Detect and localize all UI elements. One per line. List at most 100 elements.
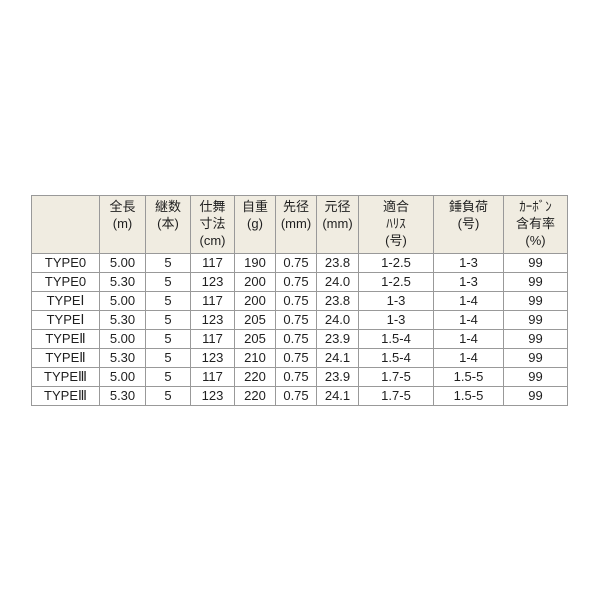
table-cell: 200 (234, 272, 276, 292)
header-line: ﾊﾘｽ (386, 216, 406, 231)
table-cell: 1-2.5 (358, 253, 434, 273)
table-cell: 1-4 (433, 329, 504, 349)
table-cell: 99 (503, 272, 568, 292)
table-row: TYPEⅠ 5.30 5 123 205 0.75 24.0 1-3 1-4 9… (31, 310, 568, 330)
table-cell: 205 (234, 310, 276, 330)
table-cell: 5 (145, 291, 191, 311)
header-line: (mm) (322, 216, 353, 231)
table-cell: 205 (234, 329, 276, 349)
table-cell: 99 (503, 367, 568, 387)
header-line: 含有率 (515, 216, 555, 231)
table-row: TYPEⅡ 5.00 5 117 205 0.75 23.9 1.5-4 1-4… (31, 329, 568, 349)
table-cell: 24.0 (316, 310, 359, 330)
model-cell: TYPE0 (31, 272, 100, 292)
table-row: TYPEⅢ 5.00 5 117 220 0.75 23.9 1.7-5 1.5… (31, 367, 568, 387)
header-line: (%) (525, 233, 546, 248)
table-cell: 5.30 (99, 386, 146, 406)
table-cell: 1-4 (433, 348, 504, 368)
header-line: 適合 (382, 199, 409, 214)
table-cell: 0.75 (275, 272, 317, 292)
table-cell: 117 (190, 291, 235, 311)
model-cell: TYPE0 (31, 253, 100, 273)
table-cell: 123 (190, 386, 235, 406)
table-cell: 0.75 (275, 329, 317, 349)
table-cell: 220 (234, 367, 276, 387)
table-cell: 5.00 (99, 291, 146, 311)
header-line: 自重 (241, 199, 268, 214)
table-cell: 1-3 (358, 310, 434, 330)
table-cell: 5.30 (99, 272, 146, 292)
table-cell: 5.00 (99, 253, 146, 273)
table-cell: 0.75 (275, 291, 317, 311)
model-cell: TYPEⅡ (31, 329, 100, 349)
header-row: 全長 (m) 継数 (本) 仕舞 寸法 (cm) 自重 (g) 先径 (31, 195, 568, 254)
table-cell: 1-3 (433, 272, 504, 292)
header-line: (号) (385, 233, 407, 248)
table-cell: 23.8 (316, 291, 359, 311)
table-cell: 99 (503, 291, 568, 311)
table-cell: 99 (503, 386, 568, 406)
table-cell: 1.5-4 (358, 329, 434, 349)
header-cell-model (31, 195, 100, 254)
model-cell: TYPEⅠ (31, 310, 100, 330)
table-cell: 1-2.5 (358, 272, 434, 292)
table-cell: 99 (503, 348, 568, 368)
table-cell: 99 (503, 329, 568, 349)
table-cell: 5.30 (99, 310, 146, 330)
header-line: 先径 (282, 199, 309, 214)
table-cell: 1.7-5 (358, 386, 434, 406)
table-cell: 1.5-5 (433, 367, 504, 387)
header-line: (mm) (280, 216, 312, 231)
table-cell: 5 (145, 348, 191, 368)
table-cell: 123 (190, 310, 235, 330)
table-cell: 0.75 (275, 348, 317, 368)
rod-spec-table-container: 全長 (m) 継数 (本) 仕舞 寸法 (cm) 自重 (g) 先径 (31, 195, 568, 406)
table-cell: 210 (234, 348, 276, 368)
table-cell: 24.1 (316, 386, 359, 406)
table-cell: 99 (503, 253, 568, 273)
table-cell: 5.00 (99, 367, 146, 387)
table-cell: 24.0 (316, 272, 359, 292)
header-cell-sections: 継数 (本) (145, 195, 191, 254)
table-cell: 23.8 (316, 253, 359, 273)
header-line: 全長 (109, 199, 136, 214)
table-cell: 1.5-5 (433, 386, 504, 406)
table-row: TYPE0 5.30 5 123 200 0.75 24.0 1-2.5 1-3… (31, 272, 568, 292)
table-cell: 190 (234, 253, 276, 273)
table-cell: 5 (145, 329, 191, 349)
rod-spec-table: 全長 (m) 継数 (本) 仕舞 寸法 (cm) 自重 (g) 先径 (31, 195, 568, 406)
table-cell: 220 (234, 386, 276, 406)
header-line: 錘負荷 (448, 199, 488, 214)
table-row: TYPEⅢ 5.30 5 123 220 0.75 24.1 1.7-5 1.5… (31, 386, 568, 406)
header-line: (cm) (199, 233, 226, 248)
table-cell: 1-4 (433, 291, 504, 311)
table-cell: 5.30 (99, 348, 146, 368)
table-cell: 1.7-5 (358, 367, 434, 387)
header-cell-total-length: 全長 (m) (99, 195, 146, 254)
header-line: (号) (457, 216, 480, 231)
header-line: ｶｰﾎﾞﾝ (519, 199, 552, 214)
header-cell-carbon-content: ｶｰﾎﾞﾝ 含有率 (%) (503, 195, 568, 254)
header-cell-sinker-load: 錘負荷 (号) (433, 195, 504, 254)
model-cell: TYPEⅢ (31, 386, 100, 406)
model-cell: TYPEⅢ (31, 367, 100, 387)
table-cell: 1-4 (433, 310, 504, 330)
table-cell: 1-3 (433, 253, 504, 273)
table-cell: 5 (145, 272, 191, 292)
header-cell-tip-diameter: 先径 (mm) (275, 195, 317, 254)
header-line: 仕舞 (199, 199, 226, 214)
table-cell: 5 (145, 386, 191, 406)
table-cell: 5 (145, 310, 191, 330)
header-cell-self-weight: 自重 (g) (234, 195, 276, 254)
table-cell: 99 (503, 310, 568, 330)
header-cell-suitable-harisu: 適合 ﾊﾘｽ (号) (358, 195, 434, 254)
table-cell: 1-3 (358, 291, 434, 311)
table-cell: 5 (145, 253, 191, 273)
header-cell-butt-diameter: 元径 (mm) (316, 195, 359, 254)
header-line: 寸法 (199, 216, 226, 231)
header-line: 元径 (324, 199, 351, 214)
table-cell: 0.75 (275, 310, 317, 330)
header-line: (本) (157, 216, 179, 231)
header-line: 継数 (154, 199, 181, 214)
header-line: (g) (247, 216, 263, 231)
